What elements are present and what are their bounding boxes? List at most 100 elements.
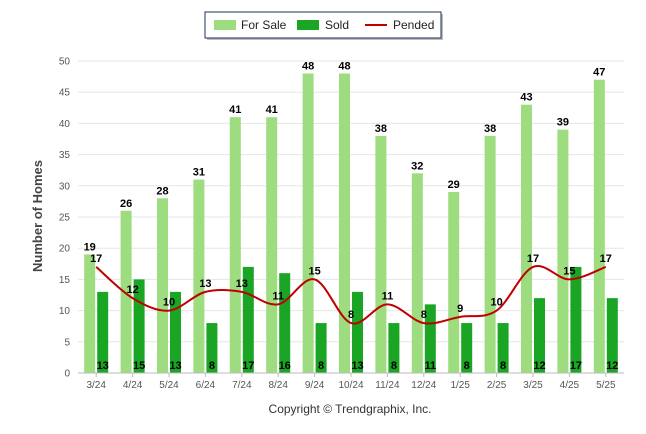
y-tick-label: 40 [59, 119, 71, 130]
sold-bar [388, 323, 400, 373]
sold-value-label: 17 [242, 360, 254, 372]
sold-value-label: 8 [209, 360, 215, 372]
sold-value-label: 8 [500, 360, 506, 372]
for-sale-value-label: 19 [84, 241, 96, 253]
y-tick-label: 10 [59, 306, 71, 317]
x-tick-label: 1/25 [450, 380, 470, 391]
for-sale-value-label: 26 [120, 198, 132, 210]
sold-bar [461, 323, 473, 373]
for-sale-bar [557, 129, 569, 373]
pended-value-label: 12 [126, 284, 138, 296]
y-tick-label: 50 [59, 57, 71, 68]
legend-label-sold: Sold [325, 18, 349, 32]
y-tick-label: 0 [64, 369, 70, 380]
x-axis: 3/24 4/24 5/24 6/24 7/24 8/24 9/24 10/24 11/24 12… [78, 372, 624, 391]
for-sale-value-label: 38 [375, 123, 387, 135]
pended-value-label: 8 [421, 309, 427, 321]
sold-value-label: 16 [279, 360, 291, 372]
y-axis: 0 5 10 15 20 25 30 35 40 45 50 [59, 57, 71, 380]
sold-bar [570, 266, 582, 373]
pended-value-label: 8 [348, 309, 354, 321]
x-tick-label: 6/24 [196, 380, 216, 391]
for-sale-bar [375, 135, 387, 373]
pended-value-label: 17 [90, 253, 102, 265]
x-tick-label: 11/24 [375, 380, 400, 391]
sold-value-label: 13 [169, 360, 181, 372]
pended-line [95, 264, 607, 325]
x-tick-label: 4/24 [123, 380, 143, 391]
sold-value-label: 12 [533, 360, 545, 372]
for-sale-bar [84, 254, 96, 373]
pended-line-group [95, 264, 607, 325]
pended-value-label: 17 [600, 253, 612, 265]
pended-value-label: 10 [163, 297, 175, 309]
legend: For Sale Sold Pended [204, 11, 443, 40]
sold-bar [606, 298, 618, 373]
copyright-text: Copyright © Trendgraphix, Inc. [269, 402, 432, 416]
x-tick-label: 7/24 [232, 380, 252, 391]
x-tick-label: 12/24 [411, 380, 436, 391]
pended-value-label: 15 [308, 265, 320, 277]
sold-bar [315, 323, 327, 373]
sold-value-label: 8 [318, 360, 324, 372]
pended-value-label: 11 [382, 290, 394, 302]
sold-value-label: 13 [97, 360, 109, 372]
for-sale-bar [339, 73, 350, 373]
for-sale-value-label: 48 [338, 60, 350, 72]
sold-value-label: 13 [351, 360, 363, 372]
x-tick-label: 5/25 [596, 380, 616, 391]
y-tick-label: 30 [59, 181, 71, 192]
for-sale-bar [593, 79, 605, 373]
x-tick-label: 2/25 [487, 380, 507, 391]
y-tick-label: 35 [59, 150, 71, 161]
sold-value-label: 15 [133, 360, 145, 372]
pended-value-label: 17 [527, 253, 539, 265]
for-sale-bar [448, 192, 460, 373]
for-sale-value-label: 39 [557, 117, 569, 129]
for-sale-bar [157, 198, 168, 373]
for-sale-value-label: 41 [266, 104, 278, 116]
pended-value-label: 13 [199, 278, 211, 290]
sold-bar [133, 279, 145, 373]
y-tick-label: 25 [59, 213, 71, 224]
for-sale-value-label: 28 [156, 185, 168, 197]
legend-box [204, 11, 442, 39]
y-tick-label: 5 [64, 337, 70, 348]
y-tick-label: 45 [59, 88, 71, 99]
for-sale-bar [120, 210, 132, 373]
sold-value-label: 8 [391, 360, 397, 372]
sold-bar [424, 304, 436, 373]
for-sale-bar [193, 179, 205, 373]
sold-bar [497, 323, 509, 373]
x-tick-label: 3/25 [523, 380, 543, 391]
for-sale-bar [229, 117, 241, 373]
for-sale-bar [266, 117, 278, 373]
pended-value-label: 9 [457, 303, 463, 315]
gridlines [78, 60, 624, 374]
y-axis-title: Number of Homes [30, 160, 45, 272]
x-tick-label: 4/25 [560, 380, 580, 391]
for-sale-value-label: 43 [520, 92, 532, 104]
for-sale-bar [521, 104, 532, 374]
for-sale-bar [484, 135, 496, 373]
for-sale-value-label: 29 [448, 179, 460, 191]
x-tick-label: 5/24 [159, 380, 179, 391]
sold-value-label: 8 [464, 360, 470, 372]
pended-value-label: 13 [236, 278, 248, 290]
data-labels: 19 13 26 15 28 13 31 8 41 17 41 16 48 8 48 13 38 8 32 11 29 8… [84, 60, 619, 372]
sold-value-label: 12 [606, 360, 618, 372]
sold-bar [97, 291, 109, 373]
sold-bar [206, 323, 218, 373]
for-sale-value-label: 41 [229, 104, 241, 116]
for-sale-value-label: 48 [302, 60, 314, 72]
y-tick-label: 15 [59, 275, 71, 286]
x-tick-label: 10/24 [338, 380, 363, 391]
sold-bar [242, 266, 254, 373]
for-sale-value-label: 47 [593, 67, 605, 79]
sold-bar [534, 298, 545, 373]
sold-bar [352, 291, 363, 373]
sold-value-label: 11 [424, 360, 436, 372]
y-tick-label: 20 [59, 244, 71, 255]
